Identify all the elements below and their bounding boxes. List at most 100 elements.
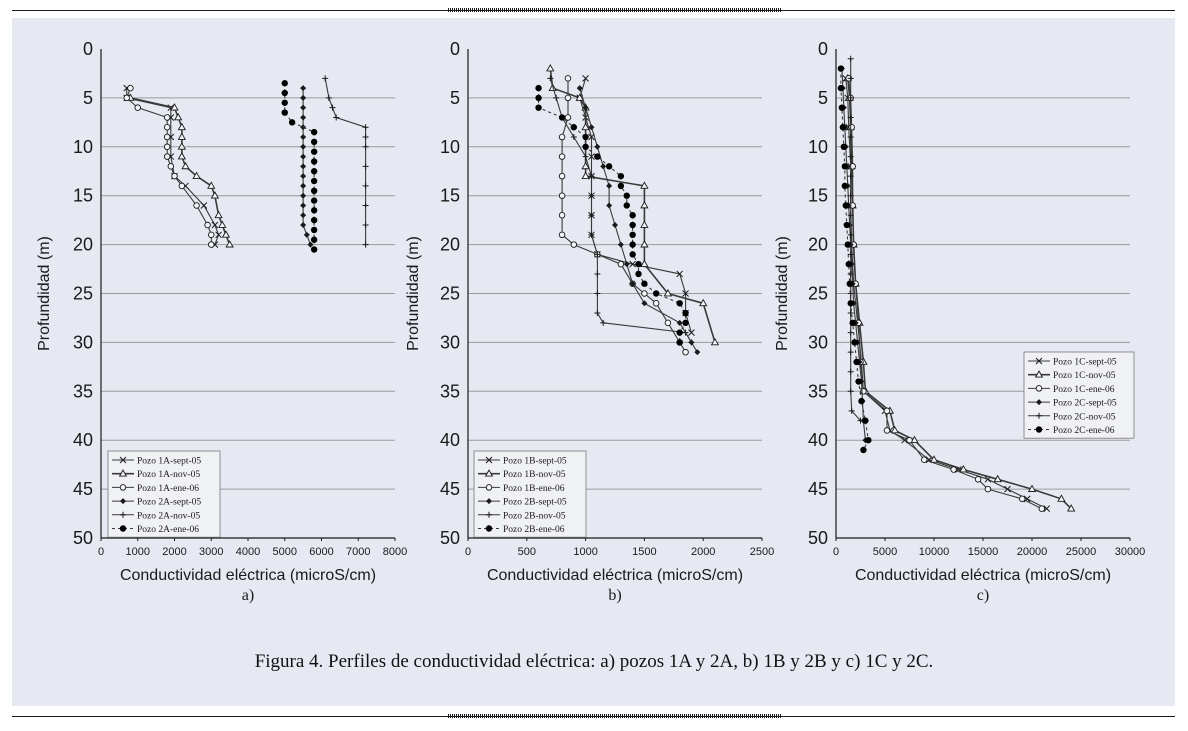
data-point	[192, 171, 201, 179]
data-point	[865, 437, 872, 444]
x-tick-label: 5000	[273, 546, 297, 558]
data-point	[623, 202, 630, 209]
data-point	[218, 220, 227, 228]
data-point	[303, 231, 310, 238]
data-point	[582, 153, 589, 160]
data-point	[281, 89, 288, 97]
data-point	[300, 222, 307, 229]
legend-marker	[485, 484, 493, 491]
y-tick-label: 45	[440, 479, 460, 499]
data-point	[847, 192, 854, 199]
legend-marker	[484, 469, 494, 477]
panel-label: b)	[608, 587, 621, 604]
data-point	[167, 163, 175, 170]
series-pozo-2b-ene-06	[535, 84, 689, 346]
y-tick-label: 40	[73, 430, 93, 450]
legend-box	[1023, 351, 1135, 439]
data-point	[310, 168, 318, 175]
y-tick-label: 35	[73, 381, 93, 401]
data-point	[847, 114, 854, 121]
chart-c: 0 5 10 15 20 25 30 35 40 45 50 0 5000 10000 15000 20000…	[774, 39, 1145, 604]
data-point	[535, 84, 542, 92]
data-point	[682, 319, 689, 327]
data-point	[883, 407, 891, 415]
data-point	[575, 93, 584, 101]
data-point	[127, 84, 134, 92]
data-point	[325, 94, 332, 101]
series-pozo-1a-nov-05	[126, 93, 234, 248]
data-point	[300, 163, 307, 170]
data-point	[225, 240, 234, 248]
y-axis-label: Profundidad (m)	[405, 236, 422, 351]
legend-marker	[485, 525, 493, 532]
series-pozo-2a-sept-05	[300, 85, 314, 248]
legend-marker	[1034, 370, 1044, 378]
data-point	[174, 112, 183, 121]
data-point	[123, 94, 130, 102]
data-point	[594, 290, 601, 297]
data-point	[617, 182, 625, 190]
series-pozo-1c-nov-05	[843, 73, 1076, 512]
data-point	[839, 124, 847, 131]
data-point	[847, 153, 854, 160]
data-point	[1043, 505, 1051, 513]
data-point	[300, 143, 307, 150]
data-point	[310, 138, 318, 146]
data-point	[1067, 504, 1076, 512]
data-point	[600, 319, 607, 326]
legend-entry: Pozo 1A-ene-06	[137, 484, 199, 494]
data-point	[629, 260, 636, 268]
data-point	[553, 94, 560, 101]
data-point	[860, 446, 867, 454]
data-point	[581, 171, 590, 179]
data-point	[310, 128, 318, 136]
data-point	[564, 75, 572, 82]
data-point	[682, 290, 689, 297]
legend-entry: Pozo 1B-nov-05	[503, 470, 566, 480]
data-point	[558, 212, 566, 219]
data-point	[362, 124, 369, 131]
x-tick-label: 0	[98, 546, 104, 558]
data-point	[849, 319, 856, 327]
legend-marker	[1036, 412, 1042, 419]
data-point	[848, 123, 855, 131]
data-point	[910, 435, 919, 444]
data-point	[362, 143, 369, 150]
data-point	[640, 259, 649, 268]
legend-entry: Pozo 2B-sept-05	[503, 498, 567, 508]
data-point	[329, 104, 336, 111]
y-tick-label: 50	[73, 528, 93, 548]
data-point	[682, 309, 689, 317]
legend-entry: Pozo 1A-nov-05	[137, 470, 200, 480]
series-line	[561, 78, 687, 353]
data-point	[300, 94, 307, 101]
legend-entry: Pozo 1B-ene-06	[503, 484, 565, 494]
data-point	[847, 55, 854, 62]
data-point	[207, 231, 215, 239]
legend: Pozo 1C-sept-05 Pozo 1C-nov-05 Pozo 1C-ene…	[1023, 351, 1135, 439]
data-point	[310, 148, 318, 155]
data-point	[300, 134, 307, 141]
data-point	[322, 75, 329, 82]
data-point	[210, 191, 220, 199]
data-point	[605, 163, 613, 170]
data-point	[193, 202, 200, 209]
data-point	[215, 231, 222, 239]
data-point	[588, 212, 595, 219]
data-point	[310, 177, 318, 185]
data-point	[847, 368, 854, 375]
data-point	[846, 280, 853, 287]
legend-marker	[120, 498, 126, 505]
data-point	[890, 425, 899, 434]
x-tick-label: 1500	[632, 546, 656, 558]
data-point	[163, 133, 171, 141]
data-point	[558, 231, 566, 239]
data-point	[629, 231, 636, 239]
data-point	[853, 358, 860, 366]
data-point	[676, 329, 683, 336]
data-point	[181, 161, 190, 170]
data-point	[849, 163, 856, 170]
y-tick-label: 5	[83, 88, 93, 108]
data-point	[594, 251, 601, 258]
data-point	[594, 143, 601, 150]
